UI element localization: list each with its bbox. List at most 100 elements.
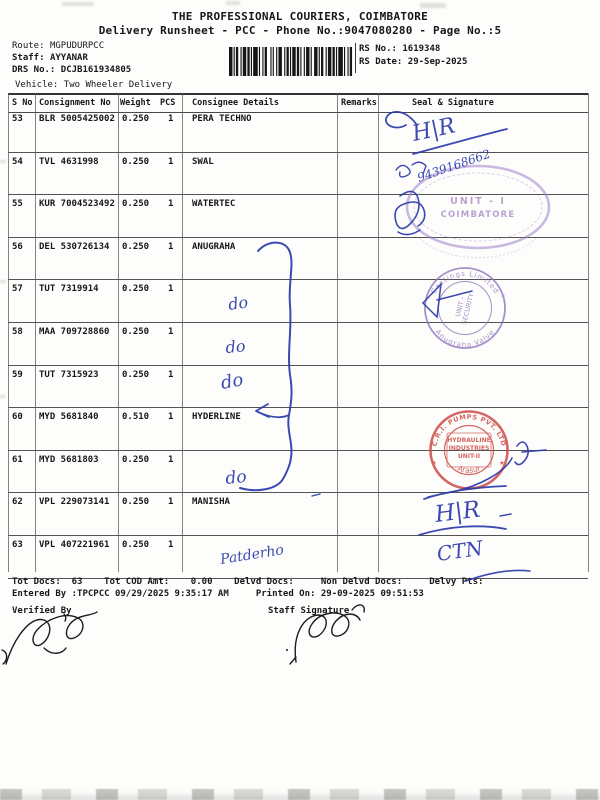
col-remarks: Remarks bbox=[341, 98, 377, 108]
cell-consignment-no: TVL 4631998 bbox=[39, 156, 99, 167]
cell-s-no: 61 bbox=[12, 454, 23, 465]
scan-smudge bbox=[226, 1, 240, 5]
cell-consignee: MANISHA bbox=[192, 497, 230, 508]
cell-s-no: 55 bbox=[12, 199, 23, 210]
scan-smudge bbox=[62, 2, 94, 6]
vehicle-line: Vehicle: Two Wheeler Delivery bbox=[15, 80, 172, 90]
cell-weight: 0.250 bbox=[122, 156, 150, 167]
cell-pcs: 1 bbox=[168, 156, 174, 167]
document-subtitle: Delivery Runsheet - PCC - Phone No.:9047… bbox=[98, 24, 502, 37]
cell-weight: 0.250 bbox=[122, 326, 150, 337]
col-seal-signature: Seal & Signature bbox=[412, 98, 494, 108]
table-row: 59 TUT 7315923 0.250 1 bbox=[8, 366, 588, 409]
cell-weight: 0.250 bbox=[122, 284, 150, 295]
col-s-no: S No bbox=[12, 98, 33, 108]
cell-weight: 0.250 bbox=[122, 497, 150, 508]
col-divider bbox=[35, 93, 36, 572]
cell-weight: 0.250 bbox=[122, 199, 150, 210]
cell-consignment-no: BLR 5005425002 bbox=[39, 114, 115, 124]
table-row: 57 TUT 7319914 0.250 1 bbox=[8, 280, 588, 323]
cell-consignment-no: TUT 7315923 bbox=[39, 369, 99, 380]
staff-value: AYYANAR bbox=[49, 53, 88, 63]
table-border-left bbox=[8, 93, 9, 572]
cell-weight: 0.250 bbox=[122, 454, 150, 465]
col-weight: Weight bbox=[120, 98, 151, 108]
staff-label: Staff: bbox=[12, 53, 45, 63]
table-row: 58 MAA 709728860 0.250 1 bbox=[8, 323, 588, 366]
cell-s-no: 63 bbox=[12, 539, 23, 550]
cell-s-no: 60 bbox=[12, 412, 23, 423]
cell-weight: 0.250 bbox=[122, 539, 150, 550]
table-row: 54 TVL 4631998 0.250 1 SWAL bbox=[8, 153, 588, 196]
verified-by-label: Verified By bbox=[12, 606, 72, 616]
rs-date-line: RS Date: 29-Sep-2025 bbox=[359, 57, 467, 67]
table-header: S No Consignment No Weight PCS Consignee… bbox=[8, 93, 588, 113]
rs-date-value: 29-Sep-2025 bbox=[407, 57, 468, 67]
table-row: 63 VPL 407221961 0.250 1 bbox=[8, 536, 588, 579]
route-line: Route: MGPUDURPCC bbox=[12, 41, 104, 51]
table-row: 53 BLR 5005425002 0.250 1 PERA TECHNO bbox=[8, 110, 588, 153]
cell-pcs: 1 bbox=[168, 326, 174, 337]
totals-line: Tot Docs: 63 Tot COD Amt: 0.00 Delvd Doc… bbox=[12, 577, 484, 587]
cell-s-no: 59 bbox=[12, 369, 23, 380]
rs-date-label: RS Date: bbox=[359, 57, 403, 67]
col-pcs: PCS bbox=[160, 98, 176, 108]
table-body: 53 BLR 5005425002 0.250 1 PERA TECHNO 54 TVL 4… bbox=[8, 110, 588, 579]
cell-weight: 0.250 bbox=[122, 369, 150, 380]
cell-consignment-no: TUT 7319914 bbox=[39, 284, 99, 295]
scanner-edge-strip bbox=[0, 789, 600, 800]
cell-s-no: 57 bbox=[12, 284, 23, 295]
cell-consignment-no: DEL 530726134 bbox=[39, 241, 110, 252]
drs-value: DCJB161934805 bbox=[60, 65, 132, 75]
rs-box-divider bbox=[355, 43, 356, 73]
cell-consignee: PERA TECHNO bbox=[192, 114, 252, 124]
drs-label: DRS No.: bbox=[12, 65, 56, 75]
scan-smudge bbox=[0, 395, 5, 398]
rs-no-label: RS No.: bbox=[359, 44, 397, 54]
cell-pcs: 1 bbox=[168, 114, 174, 124]
col-divider bbox=[118, 93, 119, 572]
table-row: 60 MYD 5681840 0.510 1 HYDERLINE bbox=[8, 408, 588, 451]
staff-signature-label: Staff Signature bbox=[268, 606, 350, 616]
scan-smudge bbox=[0, 280, 6, 283]
table-row: 56 DEL 530726134 0.250 1 ANUGRAHA bbox=[8, 238, 588, 281]
cell-weight: 0.510 bbox=[122, 412, 150, 423]
cell-consignee: ANUGRAHA bbox=[192, 241, 236, 252]
col-divider bbox=[182, 93, 183, 572]
cell-pcs: 1 bbox=[168, 369, 174, 380]
col-divider bbox=[337, 93, 338, 572]
cell-pcs: 1 bbox=[168, 539, 174, 550]
rs-barcode bbox=[229, 47, 353, 76]
cell-pcs: 1 bbox=[168, 241, 174, 252]
table-row: 61 MYD 5681803 0.250 1 bbox=[8, 451, 588, 494]
cell-weight: 0.250 bbox=[122, 241, 150, 252]
cell-s-no: 53 bbox=[12, 114, 23, 124]
cell-consignee: HYDERLINE bbox=[192, 412, 241, 423]
col-consignee-details: Consignee Details bbox=[192, 98, 279, 108]
cell-consignment-no: MYD 5681840 bbox=[39, 412, 99, 423]
scan-smudge bbox=[420, 3, 446, 8]
route-label: Route: bbox=[12, 41, 45, 51]
cell-consignment-no: KUR 7004523492 bbox=[39, 199, 115, 210]
cell-consignment-no: MAA 709728860 bbox=[39, 326, 110, 337]
scan-smudge bbox=[0, 160, 6, 163]
cell-weight: 0.250 bbox=[122, 114, 150, 124]
cell-pcs: 1 bbox=[168, 284, 174, 295]
cell-consignee: SWAL bbox=[192, 156, 214, 167]
table-border-right bbox=[588, 93, 589, 572]
cell-s-no: 56 bbox=[12, 241, 23, 252]
vehicle-value: Two Wheeler Delivery bbox=[63, 80, 173, 90]
cell-s-no: 62 bbox=[12, 497, 23, 508]
col-divider bbox=[378, 93, 379, 572]
cell-consignment-no: VPL 229073141 bbox=[39, 497, 110, 508]
cell-consignee: WATERTEC bbox=[192, 199, 236, 210]
vehicle-label: Vehicle: bbox=[15, 80, 59, 90]
cell-consignment-no: MYD 5681803 bbox=[39, 454, 99, 465]
col-consignment-no: Consignment No bbox=[39, 98, 111, 108]
cell-pcs: 1 bbox=[168, 497, 174, 508]
staff-line: Staff: AYYANAR bbox=[12, 53, 88, 63]
cell-pcs: 1 bbox=[168, 412, 174, 423]
cell-s-no: 58 bbox=[12, 326, 23, 337]
table-row: 62 VPL 229073141 0.250 1 MANISHA bbox=[8, 493, 588, 536]
